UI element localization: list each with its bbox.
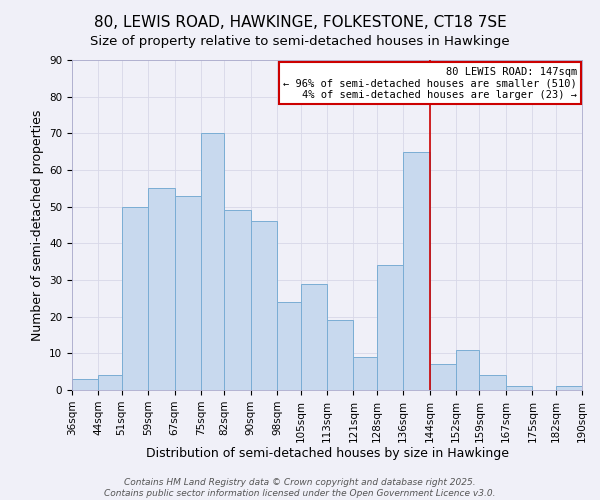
Bar — [327, 320, 353, 390]
Bar — [72, 379, 98, 390]
Bar — [148, 188, 175, 390]
Bar — [353, 357, 377, 390]
Bar — [201, 134, 224, 390]
Bar — [456, 350, 479, 390]
Text: 80, LEWIS ROAD, HAWKINGE, FOLKESTONE, CT18 7SE: 80, LEWIS ROAD, HAWKINGE, FOLKESTONE, CT… — [94, 15, 506, 30]
X-axis label: Distribution of semi-detached houses by size in Hawkinge: Distribution of semi-detached houses by … — [146, 448, 509, 460]
Text: 80 LEWIS ROAD: 147sqm
← 96% of semi-detached houses are smaller (510)
4% of semi: 80 LEWIS ROAD: 147sqm ← 96% of semi-deta… — [283, 66, 577, 100]
Bar — [277, 302, 301, 390]
Bar — [556, 386, 582, 390]
Bar — [377, 266, 403, 390]
Bar — [175, 196, 201, 390]
Bar — [430, 364, 456, 390]
Bar — [403, 152, 430, 390]
Bar — [301, 284, 327, 390]
Bar — [224, 210, 251, 390]
Y-axis label: Number of semi-detached properties: Number of semi-detached properties — [31, 110, 44, 340]
Bar — [98, 376, 122, 390]
Bar — [251, 222, 277, 390]
Bar — [506, 386, 532, 390]
Bar — [122, 206, 148, 390]
Text: Contains HM Land Registry data © Crown copyright and database right 2025.
Contai: Contains HM Land Registry data © Crown c… — [104, 478, 496, 498]
Text: Size of property relative to semi-detached houses in Hawkinge: Size of property relative to semi-detach… — [90, 35, 510, 48]
Bar — [479, 376, 506, 390]
